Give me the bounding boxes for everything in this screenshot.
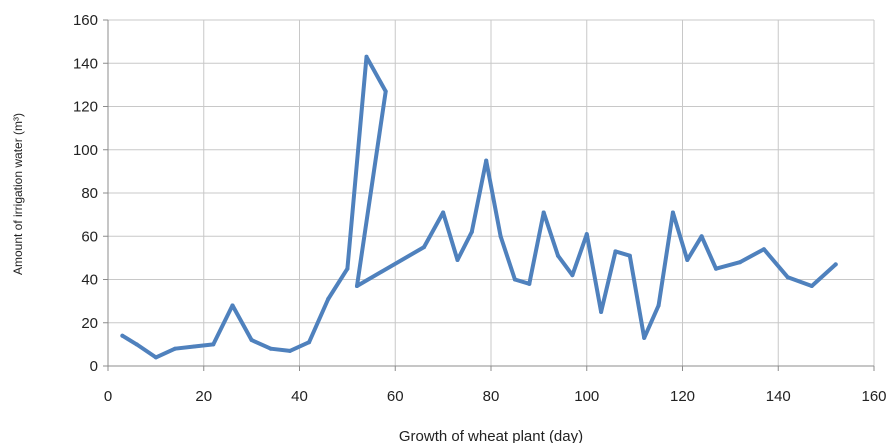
x-tick-label: 60 [387,388,404,405]
y-tick-label: 40 [81,272,98,289]
series-line [120,54,838,360]
data-point [354,283,359,288]
data-point [541,210,546,215]
x-tick-label: 100 [574,388,599,405]
data-point [484,158,489,163]
x-tick-label: 160 [861,388,886,405]
x-tick-label: 80 [483,388,500,405]
data-point [192,344,197,349]
data-point [173,346,178,351]
data-point [809,283,814,288]
x-axis-title: Growth of wheat plant (day) [399,428,583,443]
data-point [670,210,675,215]
x-tick-label: 120 [670,388,695,405]
data-point [613,249,618,254]
data-point [627,253,632,258]
data-point [383,89,388,94]
x-tick-label: 0 [104,388,112,405]
y-tick-label: 60 [81,228,98,245]
series-layer [120,54,838,360]
y-tick-label: 80 [81,185,98,202]
data-point [527,281,532,286]
data-point [833,262,838,267]
x-tick-label: 40 [291,388,308,405]
data-point [570,273,575,278]
data-point [268,346,273,351]
data-point [455,258,460,263]
data-point [642,335,647,340]
data-point [345,266,350,271]
data-point [785,275,790,280]
data-point [584,232,589,237]
data-point [211,342,216,347]
x-tick-label: 20 [195,388,212,405]
data-point [421,245,426,250]
y-tick-label: 160 [73,12,98,29]
data-point [556,253,561,258]
data-point [737,260,742,265]
data-point [307,340,312,345]
data-point [153,355,158,360]
data-point [685,258,690,263]
data-point [120,333,125,338]
data-point [441,210,446,215]
data-point [134,342,139,347]
data-point [599,309,604,314]
x-tick-label: 140 [766,388,791,405]
data-point [761,247,766,252]
data-point [714,266,719,271]
data-point [326,296,331,301]
data-point [249,338,254,343]
y-tick-label: 140 [73,55,98,72]
y-axis-title: Amount of irrigation water (m³) [11,113,25,275]
y-tick-label: 100 [73,142,98,159]
data-point [656,303,661,308]
data-point [230,303,235,308]
y-tick-label: 20 [81,315,98,332]
y-tick-label: 0 [90,358,98,375]
data-point [364,54,369,59]
axes [103,19,875,371]
data-point [699,234,704,239]
data-point [287,348,292,353]
y-tick-label: 120 [73,99,98,116]
data-point [498,234,503,239]
data-point [469,229,474,234]
tick-labels: 0 20 40 60 80 100 120 140 160 0 20 40 60 80 100 120 140 1… [73,12,887,405]
data-point [512,277,517,282]
grid [108,19,875,366]
